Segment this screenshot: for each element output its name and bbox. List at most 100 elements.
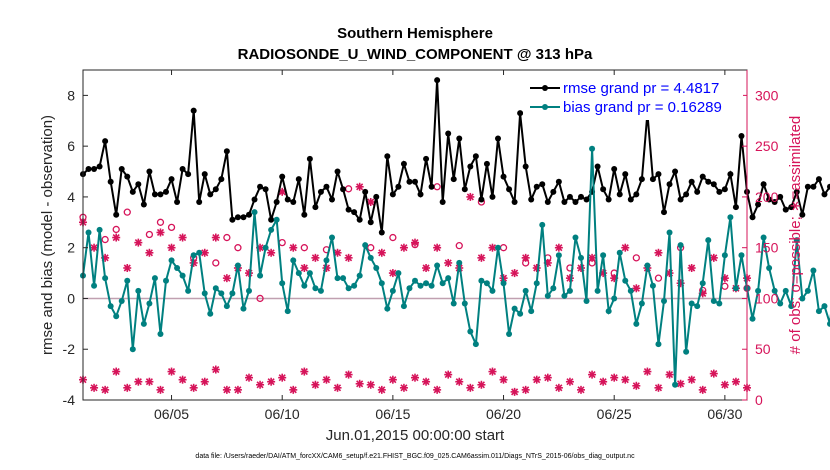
series-point <box>672 168 679 175</box>
series-point <box>373 193 380 200</box>
obs-assimilated-marker <box>720 380 729 389</box>
legend-marker-rmse <box>542 85 548 91</box>
series-point <box>550 285 557 292</box>
series-point <box>118 166 125 172</box>
series-point <box>157 331 164 337</box>
series-point <box>190 107 197 114</box>
series-point <box>478 277 485 284</box>
series-point <box>378 280 385 287</box>
obs-assimilated-marker <box>565 377 574 386</box>
obs-assimilated-marker <box>178 375 187 384</box>
obs-assimilated-marker <box>643 367 652 376</box>
series-point <box>434 77 441 84</box>
series-point <box>649 282 656 289</box>
obs-possible-marker <box>654 274 663 282</box>
obs-assimilated-marker <box>499 375 508 384</box>
series-point <box>544 199 551 205</box>
series-point <box>777 300 784 307</box>
series-point <box>799 211 806 218</box>
series-point <box>721 186 728 193</box>
series-point <box>102 275 109 282</box>
series-point <box>566 287 573 294</box>
y-tick-label: -2 <box>63 341 76 357</box>
obs-assimilated-marker <box>211 233 220 242</box>
series-point <box>91 166 98 172</box>
series-point <box>699 173 706 180</box>
series-point <box>146 300 153 307</box>
series-point <box>461 186 468 193</box>
series-point <box>777 193 784 200</box>
series-point <box>384 305 391 312</box>
series-point <box>423 155 430 162</box>
obs-assimilated-marker <box>167 243 176 252</box>
series-point <box>522 287 529 294</box>
obs-possible-marker <box>632 254 640 262</box>
series-point <box>257 272 264 279</box>
obs-assimilated-marker <box>422 377 431 386</box>
series-point <box>439 199 446 205</box>
y-axis-left: -4 -2 0 2 4 6 8 <box>63 87 88 408</box>
obs-assimilated-marker <box>466 192 475 201</box>
obs-assimilated-marker <box>366 198 375 206</box>
series-point <box>788 204 795 211</box>
series-point <box>605 308 612 315</box>
series-point <box>284 196 291 203</box>
series-point <box>793 188 800 195</box>
series-point <box>334 275 341 282</box>
obs-assimilated-marker <box>123 383 132 392</box>
series-point <box>129 346 136 353</box>
series-point <box>190 252 197 259</box>
obs-assimilated-marker <box>477 380 486 389</box>
obs-assimilated-marker <box>433 243 442 252</box>
series-point <box>705 237 712 244</box>
obs-assimilated-marker <box>377 248 386 257</box>
series-point <box>821 303 828 310</box>
series-point <box>799 295 806 302</box>
series-point <box>782 206 789 213</box>
series-point <box>351 282 358 289</box>
x-tick-label: 06/15 <box>375 406 410 422</box>
series-point <box>135 181 142 188</box>
obs-assimilated-marker <box>532 264 541 272</box>
series-point <box>423 280 430 287</box>
series-point <box>340 186 347 193</box>
y-tick-label: 2 <box>67 240 75 256</box>
series-point <box>456 135 463 142</box>
series-point <box>389 191 396 198</box>
series-point <box>400 303 407 310</box>
series-point <box>594 163 601 170</box>
obs-assimilated-marker <box>455 377 464 386</box>
obs-assimilated-marker <box>322 375 331 384</box>
obs-possible-marker <box>123 208 131 216</box>
series-point <box>445 275 452 282</box>
series-point <box>384 153 391 160</box>
series-point <box>611 166 618 172</box>
series-point <box>306 270 313 277</box>
series-point <box>218 176 225 183</box>
series-point <box>107 303 114 310</box>
series-point <box>616 191 623 198</box>
series-point <box>495 135 501 142</box>
series-point <box>732 204 739 211</box>
series-point <box>771 199 778 205</box>
series-point <box>268 216 275 223</box>
obs-assimilated-marker <box>399 243 408 252</box>
series-point <box>367 254 374 261</box>
series-point <box>140 201 147 208</box>
obs-assimilated-marker <box>366 380 375 389</box>
obs-assimilated-marker <box>156 385 165 394</box>
series-point <box>638 300 645 307</box>
series-point <box>279 173 286 180</box>
obs-assimilated-marker <box>532 375 541 384</box>
obs-possible-marker <box>300 244 308 252</box>
series-point <box>323 257 330 264</box>
series-point <box>616 249 623 256</box>
series-point <box>461 300 468 307</box>
series-point <box>113 211 120 218</box>
series-point <box>589 145 596 152</box>
series-point <box>489 287 496 294</box>
series-point <box>284 308 291 315</box>
series-point <box>223 303 230 310</box>
series-point <box>91 282 98 289</box>
